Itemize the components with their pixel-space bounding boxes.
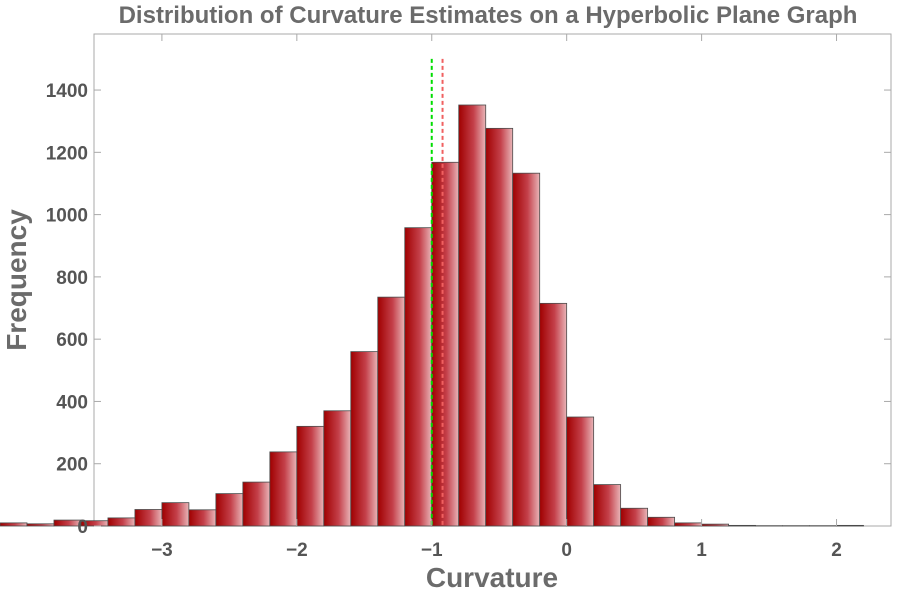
y-tick-label: 800 [56, 268, 88, 289]
histogram-bar [674, 522, 702, 527]
histogram-bar [323, 410, 352, 527]
histogram-bar [539, 302, 568, 527]
histogram-bar [593, 484, 622, 527]
x-tick-label: 1 [696, 540, 707, 561]
histogram-bar [134, 509, 163, 527]
y-tick-label: 1400 [46, 81, 88, 102]
histogram-bar [188, 509, 217, 527]
x-axis-label: Curvature [426, 562, 558, 593]
axes-group: −3 −2 −1 0 1 2 0 200 400 600 800 1000 1200 1400 [46, 34, 891, 561]
x-tick-label: 0 [561, 540, 572, 561]
histogram-bar [404, 227, 433, 527]
y-tick-label: 200 [56, 455, 88, 476]
histogram-bar [107, 517, 136, 527]
y-tick-label: 0 [77, 517, 88, 538]
histogram-bar [296, 425, 325, 527]
histogram-bar [350, 351, 379, 527]
x-tick-label: 2 [831, 540, 842, 561]
y-tick-label: 1200 [46, 143, 88, 164]
histogram-bar [161, 502, 190, 527]
histogram-bar [647, 516, 676, 527]
reference-lines-group [430, 58, 444, 526]
histogram-bar [269, 451, 298, 527]
histogram-bar [512, 172, 541, 527]
y-tick-label: 400 [56, 392, 88, 413]
histogram-bar [566, 416, 595, 527]
y-axis-label: Frequency [1, 209, 32, 351]
histogram-bar [431, 161, 460, 527]
histogram-bar [242, 481, 271, 527]
histogram-bar [215, 493, 244, 527]
histogram-bar [836, 524, 864, 527]
x-tick-label: −2 [286, 540, 308, 561]
histogram-bar [701, 523, 729, 527]
bars-group [0, 104, 864, 527]
y-tick-label: 600 [56, 330, 88, 351]
chart-title: Distribution of Curvature Estimates on a… [119, 2, 858, 29]
histogram-bar [26, 523, 55, 527]
histogram-bar [458, 104, 487, 527]
x-tick-label: −1 [421, 540, 443, 561]
histogram-bar [377, 296, 406, 527]
histogram-bar [0, 522, 28, 527]
histogram-bar [485, 127, 514, 527]
histogram-bar [728, 524, 756, 527]
histogram-bar [620, 507, 649, 527]
y-tick-label: 1000 [46, 206, 88, 227]
x-tick-label: −3 [151, 540, 173, 561]
